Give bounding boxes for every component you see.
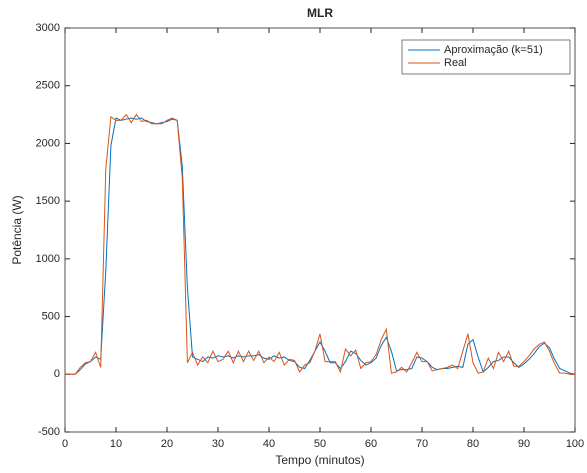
chart-title: MLR bbox=[307, 6, 333, 20]
x-tick-label: 30 bbox=[212, 438, 224, 450]
x-axis-label: Tempo (minutos) bbox=[275, 453, 364, 467]
y-tick-label: 2000 bbox=[36, 137, 60, 149]
y-axis-label: Potência (W) bbox=[10, 195, 24, 264]
data-line bbox=[65, 113, 575, 375]
plot-area bbox=[64, 27, 576, 433]
x-tick-label: 0 bbox=[62, 438, 68, 450]
y-tick-label: 3000 bbox=[36, 22, 60, 34]
y-tick-label: 2500 bbox=[36, 80, 60, 92]
x-tick-label: 20 bbox=[161, 438, 173, 450]
x-tick-label: 80 bbox=[467, 438, 479, 450]
x-tick-label: 90 bbox=[518, 438, 530, 450]
x-tick-label: 50 bbox=[314, 438, 326, 450]
x-tick-label: 100 bbox=[566, 438, 584, 450]
x-tick-label: 70 bbox=[416, 438, 428, 450]
y-tick-label: -500 bbox=[38, 426, 60, 438]
legend-label: Real bbox=[444, 57, 467, 69]
y-tick-label: 1000 bbox=[36, 253, 60, 265]
legend-box bbox=[401, 39, 571, 75]
legend-label: Aproximação (k=51) bbox=[444, 44, 543, 56]
x-tick-label: 60 bbox=[365, 438, 377, 450]
x-tick-label: 10 bbox=[110, 438, 122, 450]
y-tick-label: 1500 bbox=[36, 195, 60, 207]
x-tick-label: 40 bbox=[263, 438, 275, 450]
y-tick-label: 500 bbox=[42, 310, 60, 322]
y-tick-label: 0 bbox=[54, 368, 60, 380]
